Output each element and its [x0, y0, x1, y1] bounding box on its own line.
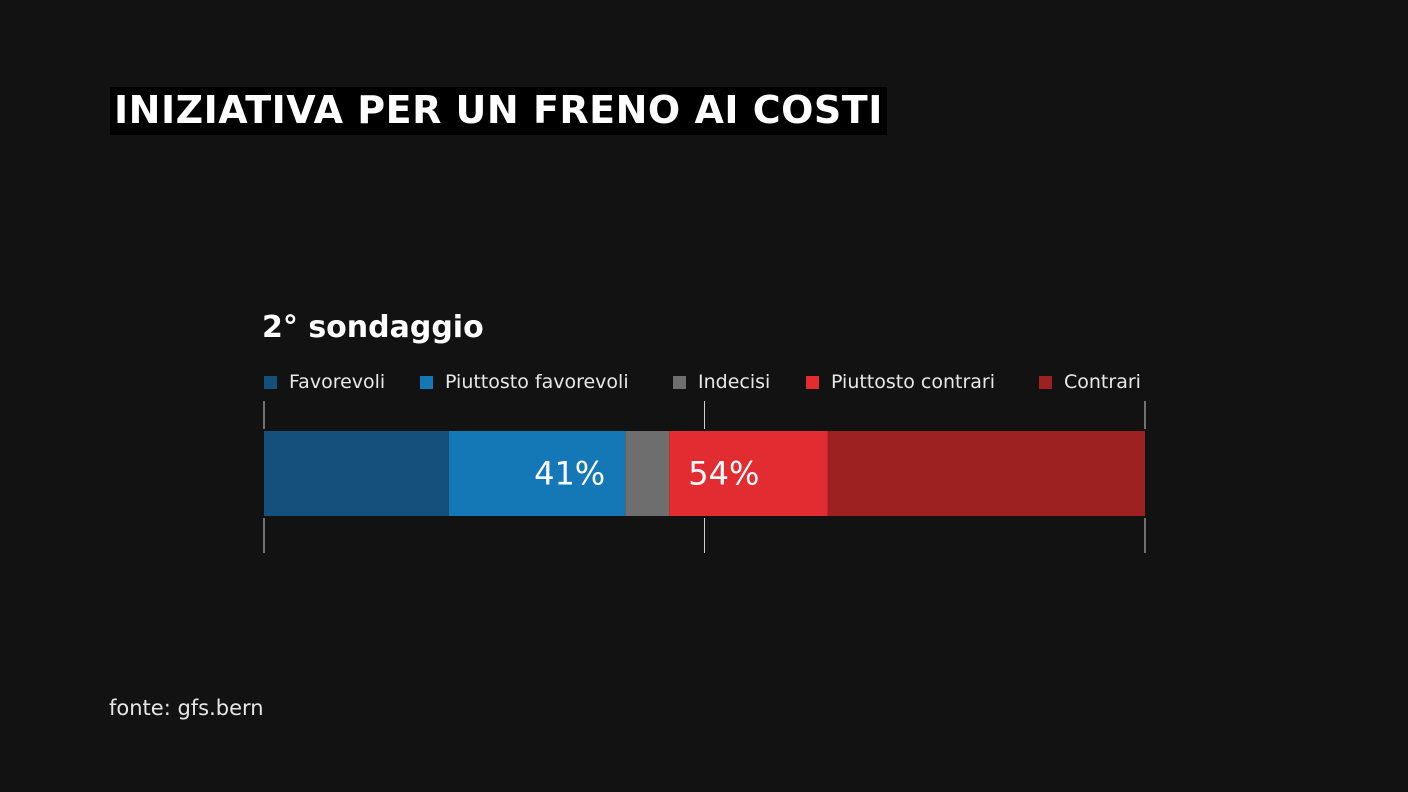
legend-swatch-contrari — [1039, 375, 1052, 389]
legend-swatch-favorevoli — [264, 375, 277, 389]
page-title: INIZIATIVA PER UN FRENO AI COSTI — [110, 87, 887, 135]
legend-item-favorevoli: Favorevoli — [264, 369, 385, 395]
legend-swatch-piuttosto-contrari — [806, 375, 819, 389]
legend-label-favorevoli: Favorevoli — [289, 371, 386, 393]
legend-label-piuttosto-favorevoli: Piuttosto favorevoli — [445, 371, 629, 393]
bar-segment-piuttosto-contrari — [669, 431, 828, 516]
chart-legend: Favorevoli Piuttosto favorevoli Indecisi… — [264, 369, 1146, 395]
bar-segment-indecisi — [625, 431, 670, 516]
bar-segment-piuttosto-favorevoli — [449, 431, 626, 516]
legend-swatch-indecisi — [673, 375, 686, 389]
legend-label-piuttosto-contrari: Piuttosto contrari — [831, 371, 996, 393]
bar-segment-contrari — [827, 431, 1145, 516]
legend-item-indecisi: Indecisi — [673, 369, 770, 395]
legend-label-contrari: Contrari — [1064, 371, 1141, 393]
legend-item-piuttosto-contrari: Piuttosto contrari — [806, 369, 995, 395]
chart-subtitle: 2° sondaggio — [262, 310, 484, 345]
legend-label-indecisi: Indecisi — [698, 371, 771, 393]
source-note: fonte: gfs.bern — [109, 696, 264, 720]
data-label-favorevoli-total: 41% — [534, 455, 605, 493]
legend-item-piuttosto-favorevoli: Piuttosto favorevoli — [420, 369, 629, 395]
data-label-contrari-total: 54% — [688, 455, 759, 493]
legend-item-contrari: Contrari — [1039, 369, 1141, 395]
legend-swatch-piuttosto-favorevoli — [420, 375, 433, 389]
bar-segment-favorevoli — [264, 431, 450, 516]
